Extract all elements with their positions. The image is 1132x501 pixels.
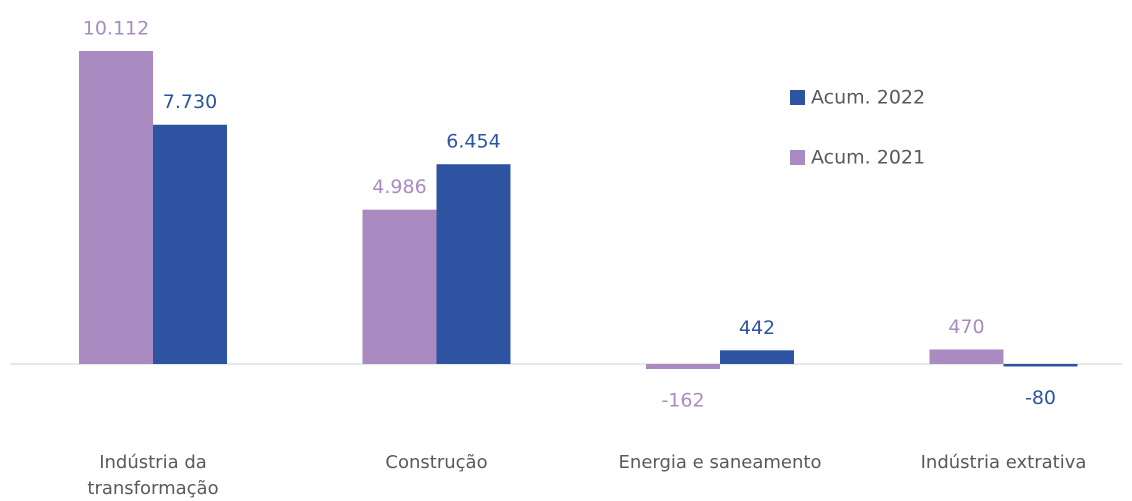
bar [720,350,794,364]
bar [436,164,511,364]
legend-swatch [790,150,805,165]
value-label: 7.730 [163,91,217,113]
x-tick-label: Indústria da transformação [87,452,219,499]
bar [362,209,437,364]
x-tick-label: Indústria extrativa [920,452,1087,473]
value-label: 442 [739,317,775,339]
legend-swatch [790,90,805,105]
value-label: 6.454 [446,131,500,153]
x-tick-label: Construção [385,452,488,473]
value-label: 4.986 [372,176,426,198]
bar [929,349,1004,364]
bar [1003,364,1078,367]
value-label: -80 [1025,387,1056,409]
bar [79,51,153,364]
value-label: -162 [661,390,704,412]
legend-label: Acum. 2022 [811,87,925,109]
bar [153,124,227,365]
x-tick-label: Energia e saneamento [618,452,822,473]
value-label: 470 [948,316,984,338]
value-label: 10.112 [83,18,149,40]
bar [646,364,720,370]
legend-label: Acum. 2021 [811,147,925,169]
